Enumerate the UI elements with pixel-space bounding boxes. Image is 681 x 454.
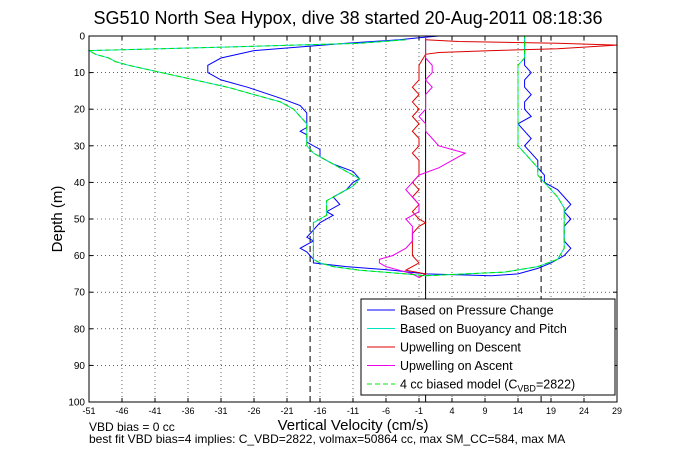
x-tick-label: -16 bbox=[313, 406, 326, 416]
x-tick-label: -46 bbox=[115, 406, 128, 416]
x-tick-label: 19 bbox=[546, 406, 556, 416]
series-line-3 bbox=[404, 39, 618, 279]
legend-label: Upwelling on Descent bbox=[400, 341, 521, 355]
y-tick-label: 70 bbox=[74, 288, 86, 299]
x-tick-label: -21 bbox=[280, 406, 293, 416]
y-tick-label: 60 bbox=[74, 251, 86, 262]
legend-label: 4 cc biased model (CVBD=2822) bbox=[400, 378, 575, 394]
best-fit-note: best fit VBD bias=4 implies: C_VBD=2822,… bbox=[89, 432, 566, 446]
y-tick-label: 0 bbox=[79, 32, 85, 43]
series-line-4 bbox=[378, 36, 467, 279]
series-line-1 bbox=[207, 35, 572, 277]
y-ticks: 0 10 20 30 40 50 60 70 80 90 100 bbox=[68, 32, 617, 409]
x-tick-label: -6 bbox=[382, 406, 390, 416]
x-tick-label: -31 bbox=[214, 406, 227, 416]
y-tick-label: 30 bbox=[74, 141, 86, 152]
y-tick-label: 40 bbox=[74, 178, 86, 189]
y-axis-label: Depth (m) bbox=[49, 186, 66, 253]
x-tick-label: 9 bbox=[482, 406, 487, 416]
x-tick-label: 14 bbox=[513, 406, 523, 416]
legend-label: Based on Buoyancy and Pitch bbox=[400, 322, 567, 336]
x-tick-label: -1 bbox=[415, 406, 423, 416]
y-tick-label: 20 bbox=[74, 105, 86, 116]
x-tick-label: -36 bbox=[181, 406, 194, 416]
series-line-5 bbox=[87, 36, 565, 277]
chart-title: SG510 North Sea Hypox, dive 38 started 2… bbox=[94, 8, 603, 28]
series-lines bbox=[87, 35, 618, 279]
y-tick-label: 90 bbox=[74, 361, 86, 372]
vbd-bias-note: VBD bias = 0 cc bbox=[89, 420, 175, 434]
x-tick-label: -11 bbox=[347, 406, 359, 416]
legend: Based on Pressure Change Based on Buoyanc… bbox=[360, 298, 616, 396]
series-line-2 bbox=[87, 36, 565, 277]
y-tick-label: 10 bbox=[74, 68, 86, 79]
legend-label: Upwelling on Ascent bbox=[400, 359, 513, 373]
x-axis-label: Vertical Velocity (cm/s) bbox=[278, 417, 429, 434]
x-tick-label: 29 bbox=[612, 406, 622, 416]
x-tick-label: -51 bbox=[82, 406, 95, 416]
x-tick-label: 4 bbox=[449, 406, 454, 416]
legend-box bbox=[360, 298, 616, 396]
x-tick-label: 24 bbox=[579, 406, 589, 416]
y-tick-label: 50 bbox=[74, 215, 86, 226]
legend-label: Based on Pressure Change bbox=[400, 304, 554, 318]
x-tick-label: -41 bbox=[148, 406, 161, 416]
y-tick-label: 80 bbox=[74, 324, 86, 335]
y-tick-label: 100 bbox=[68, 398, 85, 409]
x-ticks: -51 -46 -41 -36 -31 -26 -21 -16 -11 -6 -1 4 9 14 19 24 2… bbox=[82, 36, 622, 416]
x-tick-label: -26 bbox=[247, 406, 260, 416]
